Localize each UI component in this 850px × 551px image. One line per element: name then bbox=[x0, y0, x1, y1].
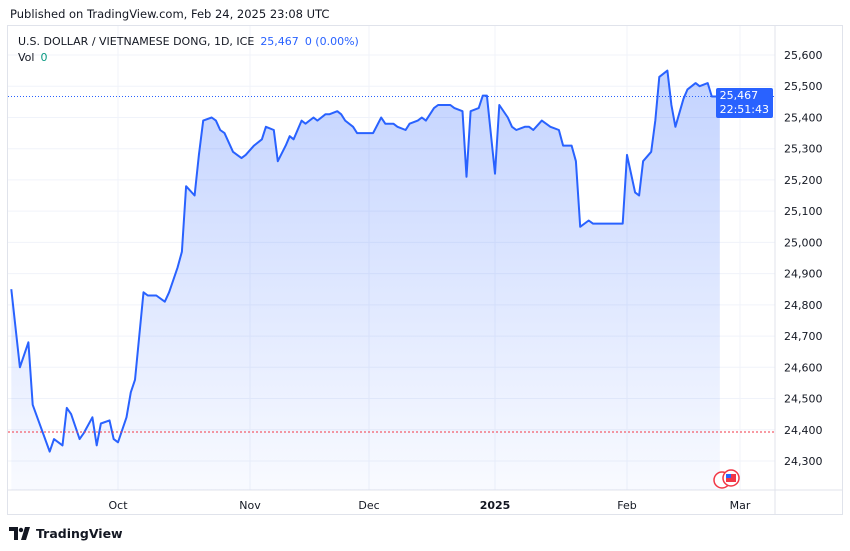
x-tick-label: Feb bbox=[617, 499, 636, 512]
volume-value: 0 bbox=[40, 51, 48, 64]
y-tick-label: 24,400 bbox=[784, 424, 823, 437]
price-line[interactable] bbox=[10, 69, 720, 453]
y-tick-label: 25,200 bbox=[784, 174, 823, 187]
y-tick-label: 24,900 bbox=[784, 268, 823, 281]
y-tick-label: 25,600 bbox=[784, 49, 823, 62]
y-tick-label: 24,700 bbox=[784, 330, 823, 343]
x-tick-label: Mar bbox=[730, 499, 751, 512]
x-tick-label: Nov bbox=[239, 499, 261, 512]
volume-label: Vol bbox=[18, 51, 35, 64]
chart-legend: U.S. DOLLAR / VIETNAMESE DONG, 1D, ICE 25… bbox=[18, 34, 359, 66]
price-area-fill bbox=[11, 70, 720, 490]
y-tick-label: 25,500 bbox=[784, 80, 823, 93]
published-caption: Published on TradingView.com, Feb 24, 20… bbox=[10, 7, 330, 21]
economic-event-flag-icon[interactable] bbox=[713, 469, 740, 489]
y-tick-label: 25,400 bbox=[784, 111, 823, 124]
y-tick-label: 24,500 bbox=[784, 393, 823, 406]
tradingview-logo[interactable]: TradingView bbox=[9, 526, 123, 541]
x-tick-label: Oct bbox=[108, 499, 128, 512]
brand-name: TradingView bbox=[36, 526, 123, 541]
price-change: 0 (0.00%) bbox=[304, 35, 359, 48]
x-tick-label: Dec bbox=[358, 499, 379, 512]
last-price: 25,467 bbox=[260, 35, 299, 48]
y-tick-label: 25,300 bbox=[784, 143, 823, 156]
tag-countdown: 22:51:43 bbox=[719, 103, 769, 116]
y-tick-label: 25,100 bbox=[784, 205, 823, 218]
last-price-tag: 25,467 22:51:43 bbox=[715, 88, 773, 118]
chart-frame bbox=[7, 25, 843, 515]
y-tick-label: 25,000 bbox=[784, 236, 823, 249]
x-tick-label: 2025 bbox=[480, 499, 511, 512]
y-tick-label: 24,800 bbox=[784, 299, 823, 312]
tag-price: 25,467 bbox=[719, 89, 759, 102]
tradingview-logo-icon bbox=[9, 526, 30, 540]
y-tick-label: 24,300 bbox=[784, 455, 823, 468]
y-tick-label: 24,600 bbox=[784, 361, 823, 374]
symbol-title: U.S. DOLLAR / VIETNAMESE DONG, 1D, ICE bbox=[18, 35, 255, 48]
